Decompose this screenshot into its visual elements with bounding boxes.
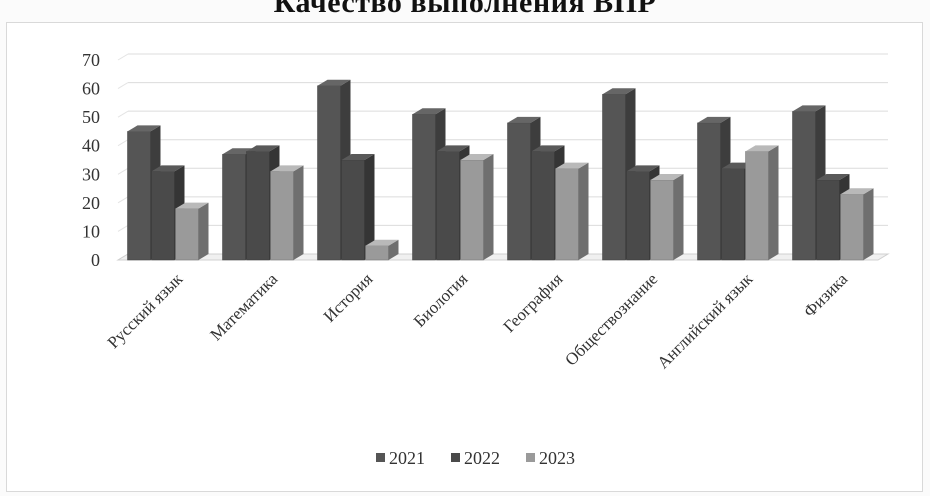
bar-top [650,174,684,180]
x-tick-label: География [499,269,566,336]
bar-front [151,171,175,261]
bar-front [507,122,531,261]
bar-top [840,188,874,195]
bar-front [697,122,721,261]
bar-front [816,179,840,261]
gridline-depth [117,224,129,232]
legend-label: 2021 [389,448,425,468]
gridline-depth [117,139,129,147]
y-tick-label: 10 [82,221,100,241]
bar-front [175,208,199,261]
bar-front [412,114,436,261]
bar-top [317,79,351,86]
bar-top [151,165,185,172]
bar-front [531,151,555,261]
bar-side [388,239,399,260]
bar-front [317,85,341,261]
y-tick-label: 0 [91,250,100,270]
bar-top [365,239,399,246]
bar-front [650,179,674,261]
bar-top [555,162,589,169]
y-tick-label: 50 [82,107,100,127]
bar-top [792,105,826,112]
gridline-depth [117,196,129,204]
x-tick-label: Математика [206,269,281,344]
bar-top [697,116,731,123]
bar-top [175,202,209,209]
bar-front [555,168,579,261]
y-tick-label: 20 [82,193,100,213]
bar-top [246,145,280,152]
bar-top [341,154,375,160]
gridline-depth [117,110,129,118]
bar-top [412,108,446,115]
bar-front [365,245,389,261]
bar-top [127,125,161,132]
x-tick-label: Обществознание [561,269,661,369]
bar-front [436,151,460,261]
bar-front [792,111,816,261]
legend-swatch [451,453,460,462]
x-tick-label: Русский язык [104,269,187,352]
y-tick-label: 40 [82,136,100,156]
x-tick-label: Физика [800,269,852,321]
bar-front [626,171,650,261]
bar-side [673,174,684,260]
y-tick-label: 30 [82,164,100,184]
x-tick-label: Биология [410,269,472,331]
y-tick-label: 70 [82,50,100,70]
x-tick-label: История [320,269,377,326]
bar-top [816,174,850,180]
bar-side [364,154,375,260]
bar-side [293,165,304,260]
y-tick-label: 60 [82,79,100,99]
legend-swatch [526,453,535,462]
legend-swatch [376,453,385,462]
bar-top [436,145,470,152]
bar-side [198,202,209,260]
bar-side [483,154,494,260]
bar-front [460,159,484,261]
bar-top [531,145,565,152]
bar-front [721,168,745,261]
bar-side [768,145,779,260]
bar-top [626,165,660,172]
bar-top [507,116,541,123]
bar-front [270,171,294,261]
gridline-depth [117,82,129,90]
bar-front [602,94,626,261]
bar-side [863,188,874,260]
bar-front [222,154,246,261]
bar-front [745,151,769,261]
legend-label: 2023 [539,448,575,468]
gridline-depth [117,53,129,61]
bar-side [578,162,589,260]
bar-front [840,194,864,261]
bar-front [341,159,365,261]
bar-top [270,165,304,172]
chart-title: Качество выполнения ВПР [273,0,657,19]
bar-top [460,154,494,160]
bar-front [246,151,270,261]
gridline-depth [117,167,129,175]
bar-top [745,145,779,152]
bar-front [127,131,151,261]
bar-top [602,88,636,95]
x-tick-label: Английский язык [653,269,756,372]
legend-label: 2022 [464,448,500,468]
